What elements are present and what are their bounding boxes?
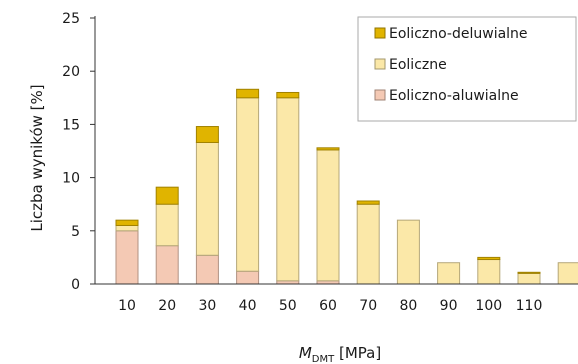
bar-eoliczne-100 — [477, 259, 501, 285]
bar-eoliczne-70 — [356, 203, 380, 285]
legend-swatch-eoliczne — [374, 58, 386, 70]
x-axis-label-sub: DMT — [312, 354, 335, 364]
bar-eoliczno-deluwialne-70 — [356, 200, 380, 205]
x-axis-label-main: M — [299, 344, 312, 362]
y-tick-label-25: 25 — [62, 11, 80, 27]
bar-eoliczne-20 — [155, 203, 179, 247]
y-tick-label-20: 20 — [62, 64, 80, 80]
x-tick-label-60: 60 — [319, 298, 337, 314]
legend-label-eoliczno-deluwialne: Eoliczno-deluwialne — [389, 26, 528, 42]
y-tick-label-10: 10 — [62, 171, 80, 187]
bar-eoliczno-deluwialne-50 — [276, 91, 300, 99]
bar-eoliczne-90 — [437, 262, 461, 285]
legend-swatch-eoliczno-deluwialne — [374, 27, 386, 39]
bar-eoliczne-50 — [276, 97, 300, 282]
y-tick-label-5: 5 — [71, 224, 80, 240]
x-tick-label-90: 90 — [440, 298, 458, 314]
x-tick-label-100: 100 — [475, 298, 502, 314]
x-tick-label-20: 20 — [158, 298, 176, 314]
axes-layer: 0 5 10 15 20 25 10 20 30 40 50 60 70 80 90 100 110 — [62, 11, 578, 314]
x-axis-label: MDMT [MPa] — [299, 344, 381, 364]
bar-eoliczne-110 — [517, 272, 541, 285]
bar-eoliczno-aluwialne-40 — [236, 270, 260, 285]
x-tick-label-50: 50 — [279, 298, 297, 314]
bar-eoliczne-80 — [396, 219, 420, 285]
bar-eoliczno-deluwialne-10 — [115, 219, 139, 226]
bar-eoliczno-aluwialne-20 — [155, 245, 179, 285]
legend: Eoliczno-deluwialne Eoliczne Eoliczno-aluw… — [357, 16, 577, 122]
legend-box — [357, 16, 577, 122]
bar-eoliczno-deluwialne-20 — [155, 186, 179, 205]
x-tick-label-10: 10 — [118, 298, 136, 314]
y-tick-label-15: 15 — [62, 117, 80, 133]
bar-eoliczno-deluwialne-100 — [477, 256, 501, 261]
x-axis-label-unit: [MPa] — [334, 344, 381, 362]
y-axis-label: Liczba wyników [%] — [28, 84, 46, 231]
y-tick-label-0: 0 — [71, 277, 80, 293]
legend-swatch-eoliczno-aluwialne — [374, 89, 386, 101]
bar-eoliczno-deluwialne-30 — [195, 126, 219, 143]
bar-eoliczne-30 — [195, 141, 219, 256]
x-tick-label-110: 110 — [516, 298, 543, 314]
x-tick-label-40: 40 — [239, 298, 257, 314]
bar-eoliczno-deluwialne-40 — [236, 88, 260, 99]
bar-eoliczne-40 — [236, 97, 260, 272]
bar-eoliczno-deluwialne-110 — [517, 271, 541, 274]
legend-label-eoliczne: Eoliczne — [389, 57, 447, 73]
bar-eoliczne-10 — [115, 224, 139, 232]
x-tick-label-80: 80 — [399, 298, 417, 314]
bar-eoliczne-60 — [316, 149, 340, 282]
x-tick-label-30: 30 — [198, 298, 216, 314]
bar-eoliczno-deluwialne-60 — [316, 147, 340, 151]
bar-eoliczno-aluwialne-10 — [115, 230, 139, 285]
legend-label-eoliczno-aluwialne: Eoliczno-aluwialne — [389, 88, 519, 104]
bar-eoliczno-aluwialne-30 — [195, 254, 219, 285]
bars-layer — [115, 88, 578, 285]
bar-eoliczne-last — [557, 262, 578, 285]
x-tick-label-70: 70 — [359, 298, 377, 314]
